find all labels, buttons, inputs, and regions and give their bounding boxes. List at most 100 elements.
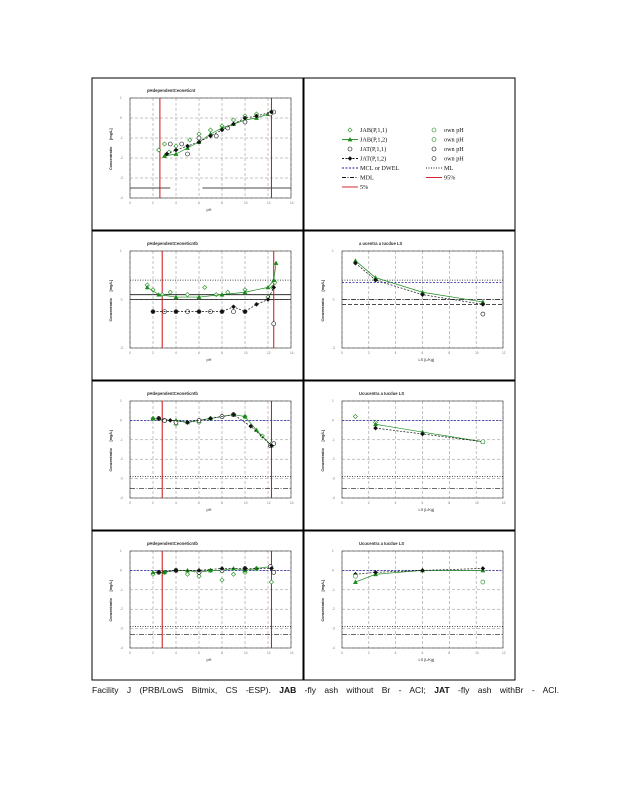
y-axis-name: Concentratio [109,297,113,321]
series-jatp12 [373,425,486,445]
series-jabp12 [144,260,279,299]
y-tick-label: 0 [332,568,334,572]
x-tick-label: 10 [475,651,479,655]
x-tick-label: 8 [221,201,223,205]
y-tick-label: -3 [332,627,335,631]
data-point [173,151,179,156]
x-axis-label: LS [L/Kg] [419,508,435,512]
panel-frame-0 [91,77,304,231]
x-axis-label: pH [207,658,212,662]
data-point [208,133,213,139]
data-point [184,292,191,298]
data-point [156,147,162,153]
series-jatp11 [150,309,277,327]
y-axis-unit: [mg/L] [321,579,325,591]
x-axis-label: LS [L/Kg] [419,658,435,662]
y-tick-label: 0 [120,568,122,572]
data-point [353,573,358,579]
data-point [208,567,213,573]
legend-label: own pH [444,146,464,153]
data-point [208,416,213,421]
data-point [185,143,190,149]
series-jatp12 [150,284,277,315]
y-axis-label: [mg/L] Concentratio [109,128,113,170]
data-point [352,579,358,584]
data-point [150,287,156,293]
caption-jab-desc2: ash without [324,685,374,695]
data-point [179,141,185,147]
series-jabp11 [150,412,274,447]
data-point [242,414,248,419]
x-tick-label: 4 [395,501,397,505]
y-tick-label: -4 [120,646,123,650]
caption-type: Bitmix, [191,685,218,695]
x-tick-label: 0 [341,501,343,505]
legend-label: MDL [360,175,374,182]
y-tick-label: -3 [120,627,123,631]
y-tick-label: -1 [332,298,335,302]
x-tick-label: 2 [368,651,370,655]
data-point [271,570,277,575]
caption-jab-desc4: - ACI; [398,685,426,695]
x-tick-label: 4 [395,651,397,655]
data-point [196,309,202,315]
y-tick-label: -3 [332,346,335,350]
chart-title: pHdependentCeoneticntb [147,391,198,396]
y-axis-unit: [mg/L] [321,429,325,441]
data-point [352,413,358,420]
chart-title: a ucentra a Iucdue LS [359,241,402,246]
data-point [269,566,274,571]
series-line [355,262,483,305]
legend-label: JAT(P,1,1) [360,146,386,153]
legend-item-5: MDL [342,175,374,182]
x-tick-label: 10 [475,351,479,355]
data-point [156,416,162,421]
y-tick-label: 1 [120,96,122,100]
series-ownph [480,439,486,445]
chart-title: pHdependentCeoneticnt [147,88,196,93]
caption-jab-desc: -fly [304,685,316,695]
data-point [196,573,202,579]
legend-marker [431,137,437,142]
data-point [231,121,236,127]
legend-label: 95% [444,175,455,182]
series-jatp11 [167,109,277,157]
x-tick-label: 6 [422,651,424,655]
panel-frame-5 [303,380,516,531]
y-tick-label: -3 [120,176,123,180]
data-point [156,569,162,575]
chart-title: Ucucentra a Iucdue LS [359,391,404,396]
x-tick-label: 0 [341,651,343,655]
data-point [231,304,236,310]
y-tick-label: -1 [120,298,123,302]
legend-item-3: JAT(P,1,2) [342,156,386,163]
legend-item-1: JAB(P,1,2) [342,137,387,144]
legend-item-right-5: 95% [426,175,455,182]
data-point [213,133,219,139]
data-point [213,292,219,298]
plot-area [341,550,504,649]
series-line [147,263,277,298]
y-tick-label: -1 [120,588,123,592]
legend-marker [347,127,353,133]
caption-control2: -ESP). [245,685,271,695]
x-tick-label: 8 [221,501,223,505]
panel-frame-6 [91,530,304,681]
y-tick-label: -2 [120,607,123,611]
y-axis-label: [mg/L] Concentratio [109,279,113,321]
series-jabp12 [352,258,486,304]
series-jatp12 [156,566,274,575]
caption-jat-desc2: ash [477,685,492,695]
data-point [185,419,190,425]
series-ownph [480,311,486,317]
data-point [480,439,486,445]
data-point [265,284,271,290]
x-axis-label: LS [L/Kg] [419,358,435,362]
y-tick-label: -3 [120,477,123,481]
data-point [150,415,156,421]
data-point [173,147,179,153]
x-tick-label: 6 [198,351,200,355]
chart-title: pHdependentCeoneticntb [147,241,198,246]
x-tick-label: 8 [221,351,223,355]
